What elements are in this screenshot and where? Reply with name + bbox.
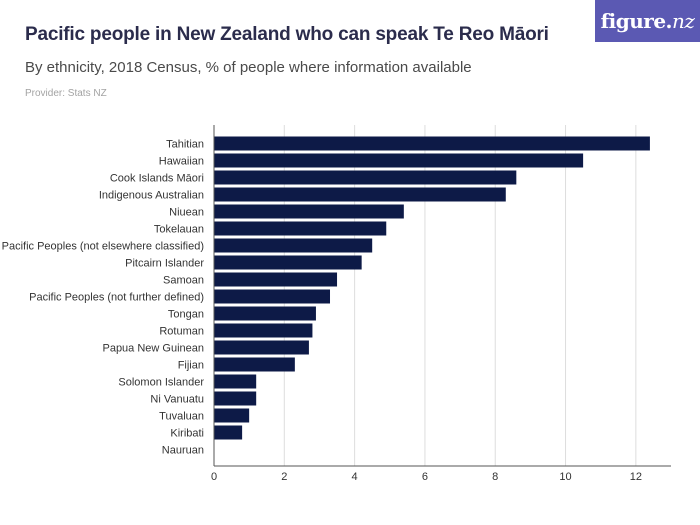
category-label: Pitcairn Islander — [125, 258, 204, 270]
figure-nz-logo[interactable]: figure. nz — [595, 0, 700, 42]
chart-title: Pacific people in New Zealand who can sp… — [25, 24, 549, 45]
category-label: Indigenous Australian — [99, 190, 204, 202]
bar-ni-vanuatu[interactable] — [214, 391, 257, 406]
x-axis: 0 2 4 6 8 10 12 — [211, 125, 671, 483]
bar-indigenous-australian[interactable] — [214, 187, 506, 202]
category-label: Cook Islands Māori — [110, 173, 204, 185]
x-tick-label: 8 — [492, 471, 498, 483]
category-label: Nauruan — [162, 445, 204, 457]
category-label: Solomon Islander — [118, 377, 204, 389]
chart-subtitle: By ethnicity, 2018 Census, % of people w… — [25, 59, 472, 76]
bar-pacific-peoples-not-elsewhere-classified-[interactable] — [214, 238, 373, 253]
category-label: Tahitian — [166, 139, 204, 151]
brand-tld: nz — [672, 9, 695, 33]
bar-papua-new-guinean[interactable] — [214, 340, 309, 355]
bars — [214, 136, 650, 440]
category-label: Ni Vanuatu — [150, 394, 204, 406]
bar-niuean[interactable] — [214, 204, 404, 219]
category-label: Fijian — [178, 360, 204, 372]
bar-tokelauan[interactable] — [214, 221, 387, 236]
category-label: Samoan — [163, 275, 204, 287]
category-label: Rotuman — [159, 326, 204, 338]
bar-solomon-islander[interactable] — [214, 374, 257, 389]
bar-tongan[interactable] — [214, 306, 316, 321]
bar-samoan[interactable] — [214, 272, 338, 287]
bar-tuvaluan[interactable] — [214, 408, 250, 423]
bar-tahitian[interactable] — [214, 136, 650, 151]
bar-rotuman[interactable] — [214, 323, 313, 338]
category-label: Tongan — [168, 309, 204, 321]
category-label: Pacific Peoples (not further defined) — [29, 292, 204, 304]
category-label: Hawaiian — [159, 156, 204, 168]
bar-hawaiian[interactable] — [214, 153, 584, 168]
bar-fijian[interactable] — [214, 357, 295, 372]
category-labels: Tahitian Hawaiian Cook Islands Māori Indige… — [2, 139, 205, 457]
bar-kiribati[interactable] — [214, 425, 243, 440]
category-label: Papua New Guinean — [102, 343, 204, 355]
x-tick-label: 4 — [352, 471, 358, 483]
x-tick-label: 0 — [211, 471, 217, 483]
brand-name: figure. — [600, 9, 673, 33]
x-tick-label: 12 — [630, 471, 642, 483]
bar-pacific-peoples-not-further-defined-[interactable] — [214, 289, 331, 304]
category-label: Tuvaluan — [159, 411, 204, 423]
x-tick-label: 10 — [559, 471, 571, 483]
category-label: Tokelauan — [154, 224, 204, 236]
bar-pitcairn-islander[interactable] — [214, 255, 362, 270]
data-provider: Provider: Stats NZ — [25, 88, 107, 99]
x-tick-label: 6 — [422, 471, 428, 483]
category-label: Kiribati — [170, 428, 204, 440]
x-tick-label: 2 — [281, 471, 287, 483]
category-label: Pacific Peoples (not elsewhere classifie… — [2, 241, 204, 253]
bar-cook-islands-m-ori[interactable] — [214, 170, 517, 185]
category-label: Niuean — [169, 207, 204, 219]
